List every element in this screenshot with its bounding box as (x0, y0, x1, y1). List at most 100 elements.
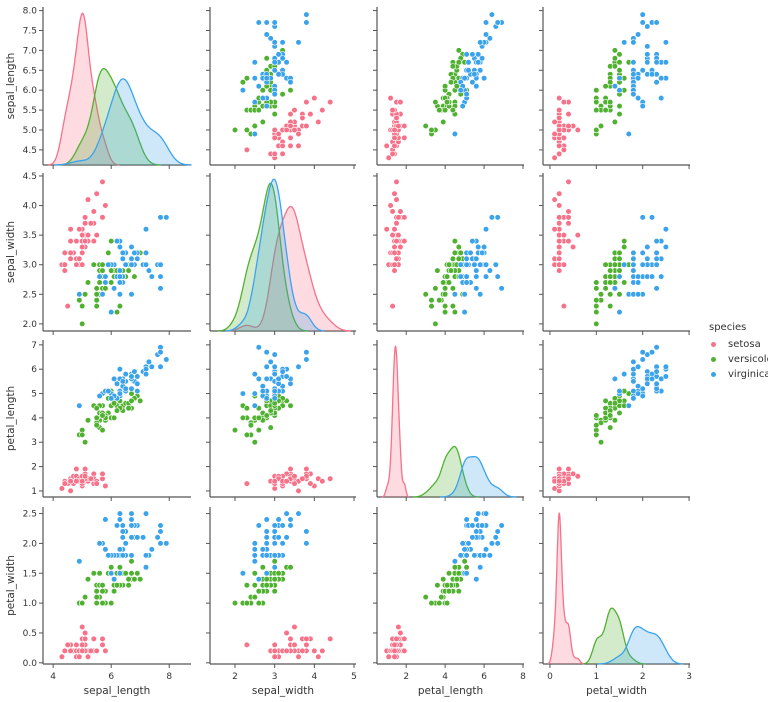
point-setosa (383, 226, 390, 233)
x-tick-label: 0 (547, 672, 553, 682)
point-versicolor (93, 422, 100, 429)
point-virginica (451, 291, 459, 298)
point-setosa (303, 641, 310, 649)
point-virginica (644, 255, 651, 262)
legend: species setosa versicolor virginica (703, 322, 768, 382)
point-virginica (271, 522, 278, 529)
point-virginica (122, 385, 129, 392)
point-virginica (644, 43, 651, 50)
point-setosa (307, 480, 314, 487)
point-setosa (61, 647, 68, 655)
point-setosa (391, 249, 398, 256)
point-setosa (565, 238, 572, 245)
point-virginica (283, 534, 290, 541)
point-virginica (473, 273, 480, 280)
point-virginica (477, 564, 484, 571)
point-versicolor (243, 405, 250, 412)
point-versicolor (287, 564, 294, 571)
point-virginica (271, 39, 278, 46)
point-virginica (471, 552, 478, 559)
point-versicolor (442, 303, 449, 310)
point-setosa (64, 303, 71, 310)
point-virginica (621, 261, 628, 268)
point-versicolor (434, 582, 441, 589)
point-virginica (498, 522, 505, 529)
point-versicolor (243, 126, 250, 134)
point-virginica (469, 522, 476, 529)
point-versicolor (438, 593, 445, 601)
point-setosa (569, 243, 577, 251)
point-virginica (658, 75, 665, 82)
point-setosa (560, 261, 568, 268)
point-versicolor (445, 279, 453, 286)
point-setosa (76, 653, 83, 660)
point-virginica (639, 385, 646, 392)
point-versicolor (102, 285, 109, 292)
point-versicolor (116, 303, 123, 310)
point-virginica (239, 87, 246, 94)
point-virginica (653, 238, 660, 245)
point-setosa (81, 473, 89, 480)
point-versicolor (602, 397, 609, 405)
point-virginica (459, 540, 466, 547)
point-setosa (90, 635, 97, 643)
point-setosa (556, 220, 563, 227)
x-tick-label: 4 (311, 672, 317, 682)
point-setosa (295, 130, 302, 138)
point-setosa (303, 465, 310, 473)
point-virginica (251, 558, 258, 565)
point-versicolor (593, 422, 600, 429)
point-setosa (275, 130, 282, 138)
panel-petal_length-vs-petal_width (539, 340, 690, 501)
point-virginica (473, 285, 480, 292)
point-virginica (303, 540, 310, 547)
point-setosa (81, 220, 89, 227)
point-setosa (271, 126, 278, 134)
point-virginica (251, 552, 258, 559)
point-versicolor (455, 570, 462, 577)
y-tick-label: 5 (31, 390, 37, 400)
point-virginica (119, 552, 126, 559)
point-setosa (61, 267, 68, 274)
panel-petal_length-vs-sepal_length: 1 2 3 4 5 6 7 (31, 340, 191, 501)
legend-label: setosa (728, 339, 761, 350)
point-virginica (639, 19, 646, 26)
point-virginica (303, 11, 310, 18)
point-virginica (157, 273, 164, 280)
point-virginica (494, 540, 501, 547)
point-virginica (634, 291, 642, 298)
point-setosa (291, 126, 298, 134)
point-virginica (662, 59, 670, 66)
point-virginica (463, 91, 470, 98)
x-tick-label: 2 (232, 672, 238, 682)
point-virginica (116, 546, 123, 553)
point-virginica (128, 255, 135, 262)
point-setosa (574, 473, 581, 480)
point-virginica (251, 59, 258, 66)
point-versicolor (440, 118, 447, 126)
point-versicolor (105, 249, 112, 256)
point-virginica (644, 23, 651, 30)
point-virginica (653, 59, 660, 66)
point-versicolor (607, 273, 614, 280)
point-virginica (119, 255, 126, 262)
point-versicolor (231, 126, 239, 134)
point-versicolor (96, 279, 103, 286)
point-virginica (287, 516, 294, 523)
point-setosa (243, 641, 250, 649)
point-virginica (142, 552, 150, 559)
point-virginica (96, 392, 103, 400)
point-virginica (287, 380, 294, 387)
y-tick-label: 2.0 (23, 539, 38, 549)
point-virginica (239, 570, 246, 577)
y-tick-label: 3.5 (23, 231, 37, 241)
point-virginica (648, 349, 656, 356)
point-versicolor (432, 285, 439, 292)
point-virginica (488, 540, 496, 547)
point-virginica (113, 522, 121, 529)
y-tick-label: 3.0 (23, 261, 38, 271)
point-versicolor (263, 582, 270, 589)
kde-line-setosa (547, 511, 585, 665)
point-virginica (255, 19, 262, 26)
y-tick-label: 5.5 (23, 106, 37, 116)
